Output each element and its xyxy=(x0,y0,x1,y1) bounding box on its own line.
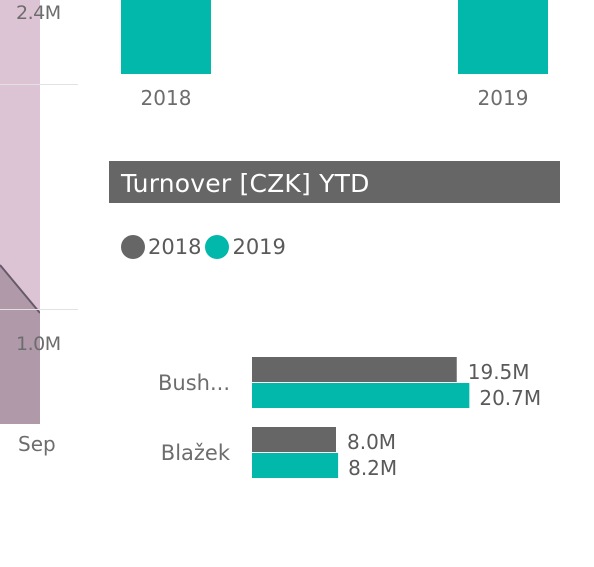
gridline xyxy=(0,309,78,310)
legend-label: 2018 xyxy=(148,235,202,259)
y-tick-label: 2.4M xyxy=(16,2,61,24)
x-tick-label-2019: 2019 xyxy=(477,86,529,110)
data-label: 8.2M xyxy=(348,456,397,480)
chart-title: Turnover [CZK] YTD xyxy=(109,161,560,203)
legend-item-2019[interactable]: 2019 xyxy=(205,235,286,259)
area-lower-fill xyxy=(0,264,40,424)
x-tick-label-2018: 2018 xyxy=(140,86,192,110)
column-2019[interactable] xyxy=(458,0,548,74)
category-label: Blažek xyxy=(161,441,231,465)
bar-2018-1[interactable] xyxy=(252,427,336,452)
bar-2019-1[interactable] xyxy=(252,453,339,478)
legend-item-2018[interactable]: 2018 xyxy=(121,235,201,259)
data-label: 8.0M xyxy=(347,430,396,454)
data-label: 20.7M xyxy=(479,386,541,410)
bar-2019-0[interactable] xyxy=(252,383,470,408)
data-label: 19.5M xyxy=(468,360,530,384)
legend: 2018 2019 xyxy=(121,233,290,261)
legend-dot-icon xyxy=(205,235,230,259)
legend-label: 2019 xyxy=(232,235,286,259)
category-label: Bush... xyxy=(158,371,230,395)
x-tick-label: Sep xyxy=(18,432,56,456)
gridline xyxy=(0,84,78,85)
y-tick-label: 1.0M xyxy=(16,333,61,355)
left-partial-chart: 2.4M 1.0M Sep xyxy=(0,0,80,567)
legend-dot-icon xyxy=(121,235,145,259)
column-2018[interactable] xyxy=(121,0,211,74)
bar-2018-0[interactable] xyxy=(252,357,457,382)
